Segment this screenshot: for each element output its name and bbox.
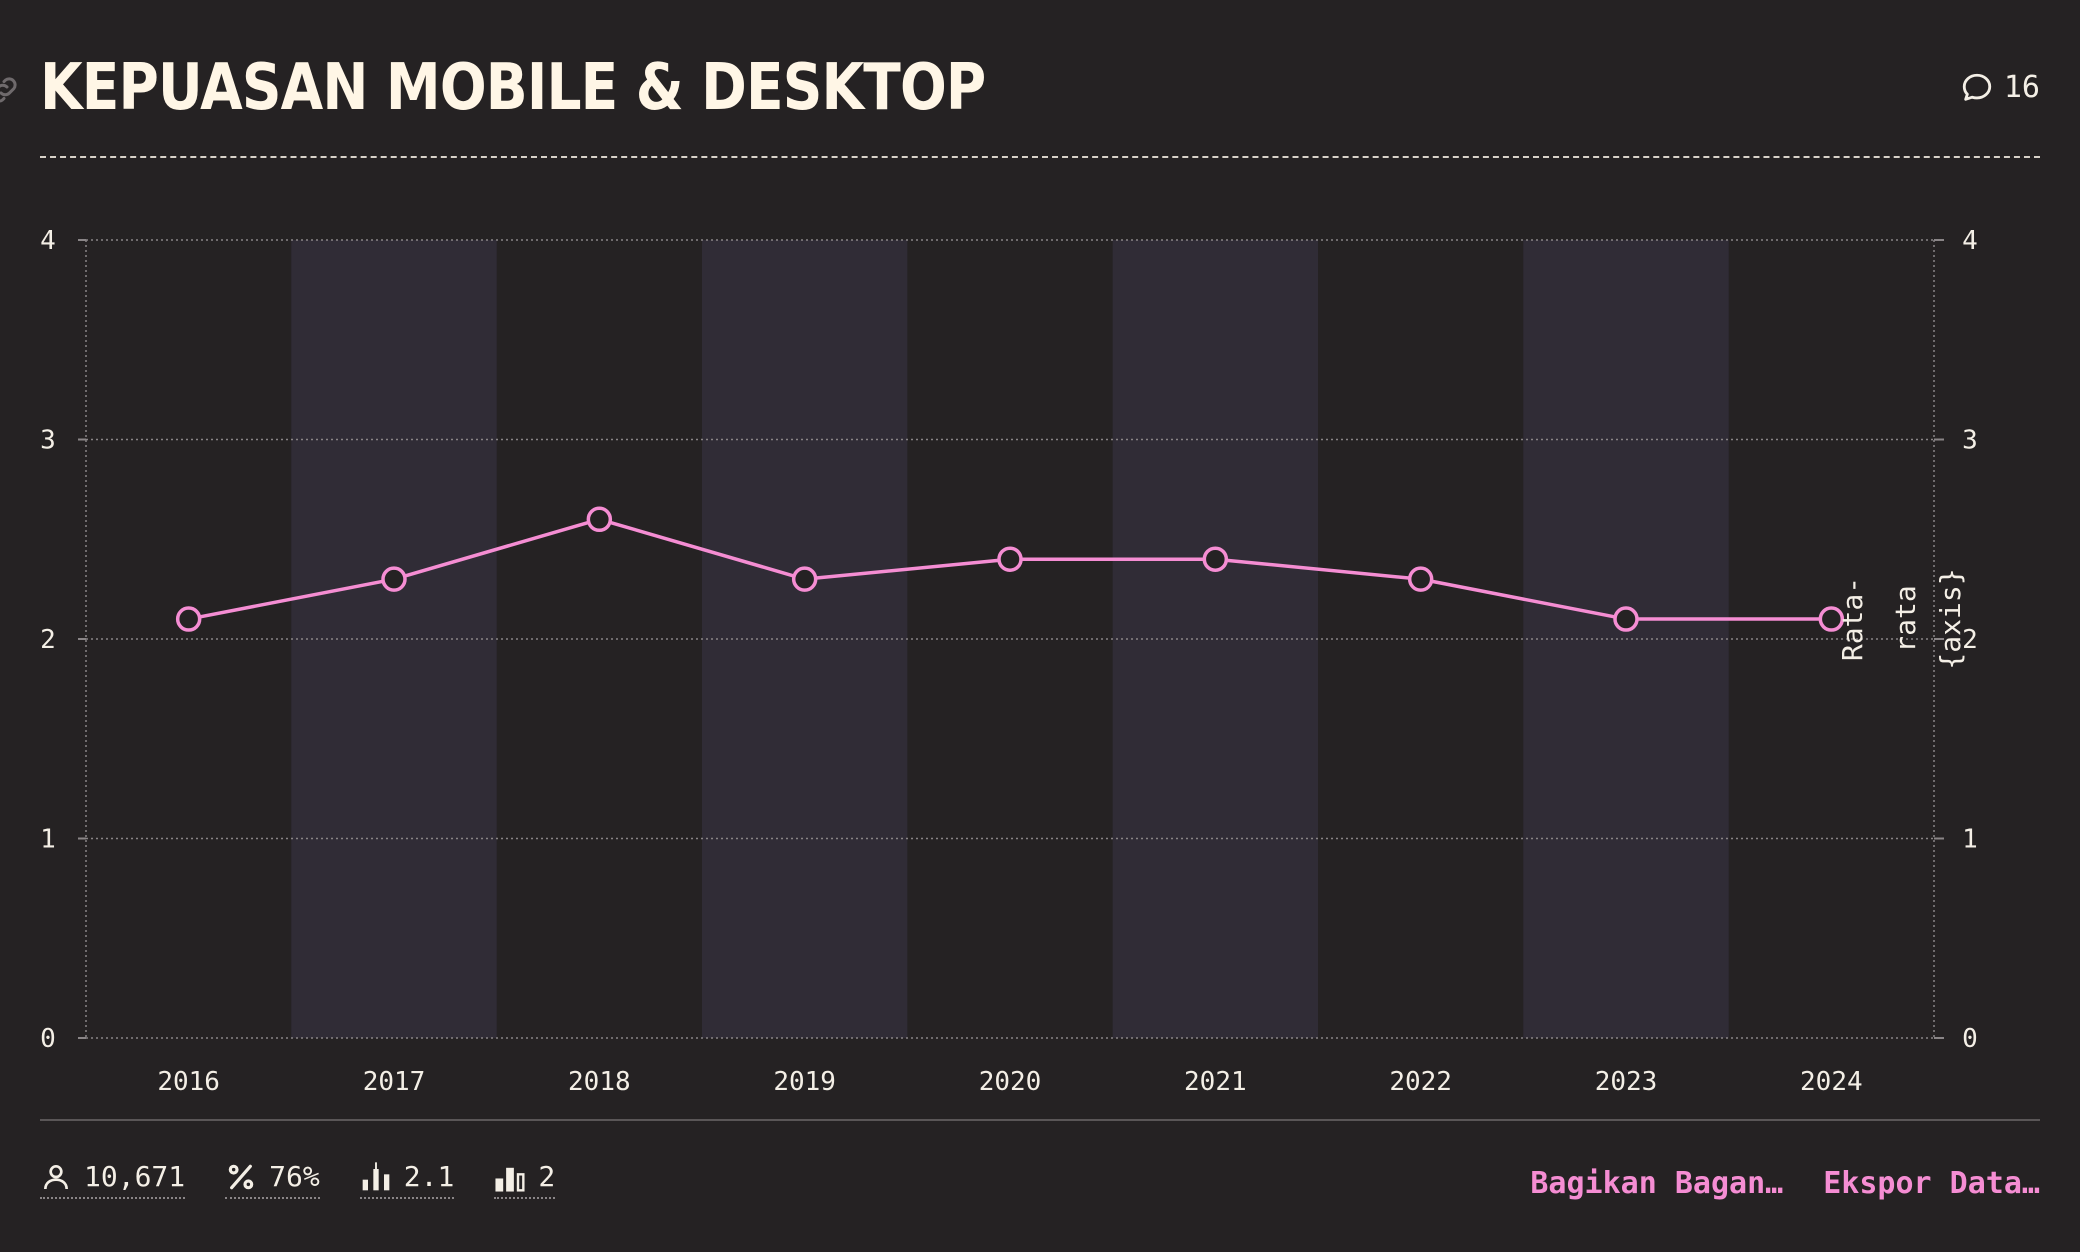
left-y-tick-label: 3 bbox=[40, 426, 56, 456]
x-tick-label: 2021 bbox=[1184, 1067, 1247, 1097]
right-axis-label: rata bbox=[1889, 585, 1922, 652]
data-point bbox=[1818, 606, 1845, 632]
stat-respondents[interactable]: 10,671 bbox=[40, 1160, 186, 1199]
share-chart-button[interactable]: Bagikan Bagan… bbox=[1530, 1166, 1784, 1201]
right-y-tick-label: 2 bbox=[1962, 625, 1978, 655]
footer-stats: 10,671 76% 2.1 2 bbox=[40, 1160, 556, 1199]
stat-percent[interactable]: 76% bbox=[225, 1160, 320, 1199]
data-point bbox=[791, 566, 818, 592]
x-tick-label: 2023 bbox=[1595, 1067, 1658, 1097]
user-icon bbox=[44, 1164, 68, 1189]
left-y-tick-label: 1 bbox=[40, 825, 56, 855]
stat-value: 76% bbox=[269, 1160, 320, 1193]
stat-value: 2.1 bbox=[403, 1160, 455, 1193]
data-point bbox=[997, 546, 1023, 572]
footer-actions: Bagikan Bagan… Ekspor Data… bbox=[1530, 1166, 2040, 1201]
right-y-tick-label: 3 bbox=[1962, 426, 1978, 456]
x-tick-label: 2020 bbox=[979, 1067, 1042, 1097]
comment-count: 16 bbox=[2003, 70, 2040, 105]
data-point bbox=[1613, 606, 1639, 632]
x-tick-label: 2018 bbox=[568, 1067, 631, 1097]
data-point bbox=[1407, 566, 1434, 592]
percent-icon bbox=[228, 1164, 254, 1189]
header-divider bbox=[40, 156, 2040, 158]
data-point bbox=[1202, 546, 1229, 572]
stat-median[interactable]: 2 bbox=[494, 1160, 556, 1199]
x-tick-label: 2024 bbox=[1800, 1067, 1863, 1097]
data-point bbox=[175, 606, 202, 632]
stat-value: 10,671 bbox=[84, 1160, 186, 1193]
line-chart: 0 0 1 1 2 2 3 3 4 4 2016 2017 2018 2019 2020 2021 2022 20… bbox=[40, 226, 1978, 1097]
left-y-tick-label: 2 bbox=[40, 625, 56, 655]
stat-average[interactable]: 2.1 bbox=[359, 1160, 455, 1199]
left-y-tick-label: 0 bbox=[40, 1024, 56, 1054]
comments-button[interactable]: 16 bbox=[1960, 70, 2040, 105]
data-point bbox=[381, 566, 407, 592]
export-data-button[interactable]: Ekspor Data… bbox=[1823, 1166, 2040, 1201]
x-tick-label: 2019 bbox=[773, 1067, 836, 1097]
data-point bbox=[586, 506, 613, 533]
speech-bubble-icon bbox=[1962, 73, 1992, 101]
x-tick-label: 2017 bbox=[363, 1067, 426, 1097]
footer-divider bbox=[40, 1119, 2040, 1121]
bar-chart-icon bbox=[495, 1167, 525, 1192]
left-y-tick-label: 4 bbox=[40, 226, 56, 256]
right-axis-label: Rata- bbox=[1836, 577, 1869, 661]
page-title: KEPUASAN MOBILE & DESKTOP bbox=[40, 51, 986, 125]
right-y-tick-label: 0 bbox=[1962, 1024, 1978, 1054]
link-icon[interactable] bbox=[0, 72, 22, 108]
right-y-tick-label: 1 bbox=[1962, 825, 1978, 855]
x-tick-label: 2016 bbox=[157, 1067, 220, 1097]
candlestick-icon bbox=[362, 1161, 390, 1190]
x-tick-label: 2022 bbox=[1389, 1067, 1452, 1097]
right-axis-label: {axis} bbox=[1934, 568, 1967, 669]
stat-value: 2 bbox=[538, 1160, 556, 1193]
right-y-tick-label: 4 bbox=[1962, 226, 1978, 256]
